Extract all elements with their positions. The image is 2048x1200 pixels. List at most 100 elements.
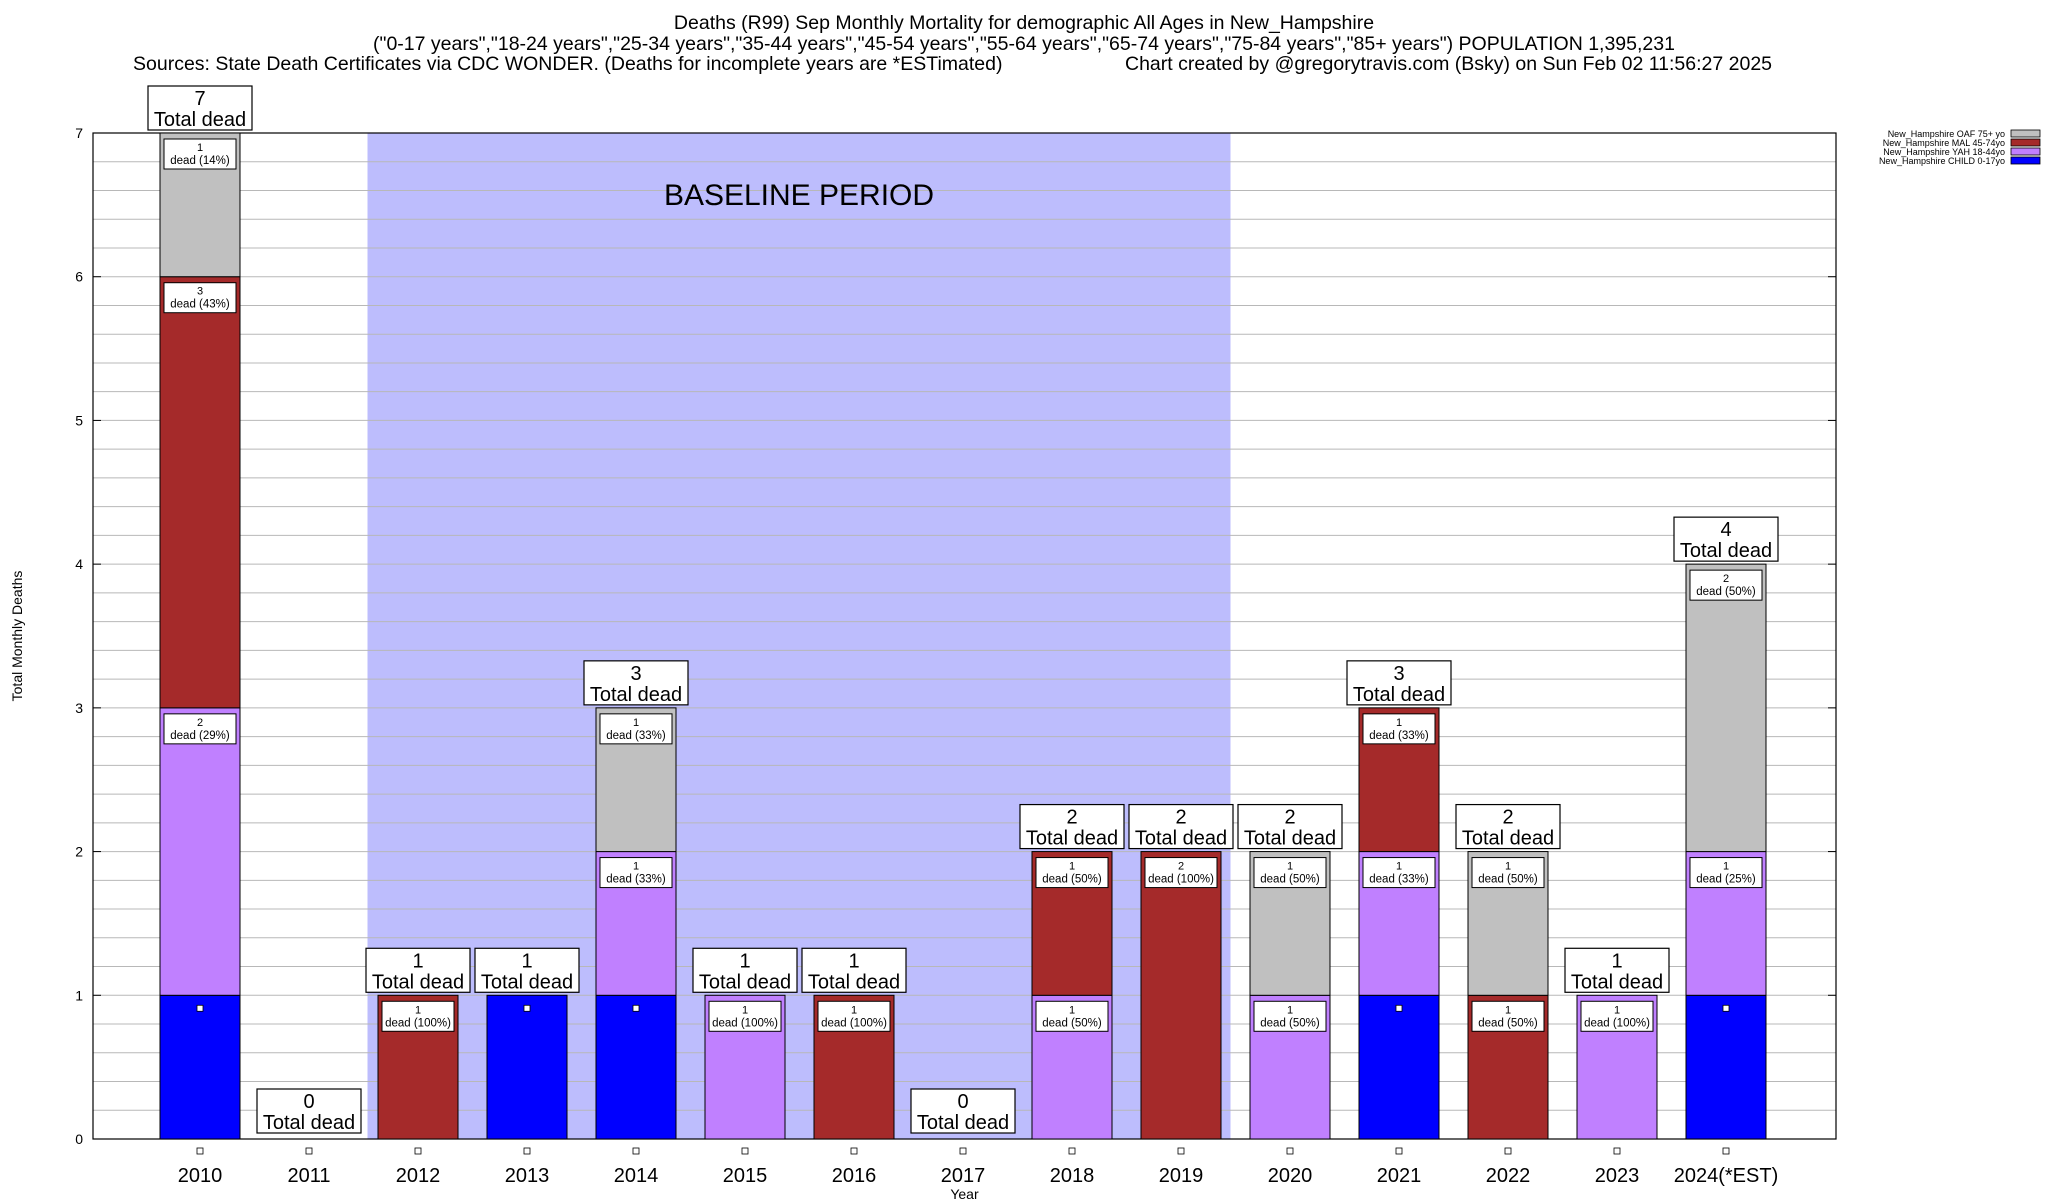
legend-swatch — [2010, 147, 2041, 156]
total-count-label: 1 — [1611, 950, 1622, 972]
segment-count-label: 2 — [197, 717, 203, 729]
y-tick-label: 4 — [75, 556, 83, 572]
total-dead-label: Total dead — [481, 971, 573, 993]
segment-percent-label: dead (50%) — [1260, 874, 1320, 886]
segment-percent-label: dead (100%) — [712, 1017, 778, 1029]
total-count-label: 2 — [1502, 807, 1513, 829]
segment-count-label: 1 — [851, 1004, 857, 1016]
x-marker — [414, 1147, 422, 1155]
total-dead-label: Total dead — [1462, 828, 1554, 850]
total-dead-label: Total dead — [1680, 540, 1772, 562]
total-label-box — [365, 947, 471, 993]
total-label-box — [1128, 803, 1234, 850]
total-label-box — [1673, 516, 1779, 562]
segment-label-box — [1362, 857, 1436, 889]
total-label-box — [147, 85, 253, 131]
total-dead-label: Total dead — [590, 684, 682, 706]
x-tick-label: 2012 — [396, 1165, 441, 1187]
segment-label-box — [708, 1000, 782, 1032]
segment-label-box — [817, 1000, 891, 1032]
legend-entry-label: New_Hampshire OAF 75+ yo — [1888, 129, 2005, 139]
total-count-label: 1 — [521, 950, 532, 972]
y-tick-label: 2 — [75, 844, 83, 860]
total-label-box — [1237, 803, 1343, 850]
segment-label-box — [163, 713, 237, 745]
x-tick-label: 2017 — [941, 1165, 986, 1187]
segment-label-box — [163, 138, 237, 170]
x-marker — [1177, 1147, 1185, 1155]
total-dead-label: Total dead — [1026, 828, 1118, 850]
segment-percent-label: dead (14%) — [170, 155, 230, 167]
x-marker — [1504, 1147, 1512, 1155]
segment-marker — [1722, 1004, 1730, 1012]
segment-label-box — [1580, 1000, 1654, 1032]
segment-count-label: 2 — [1723, 573, 1729, 585]
y-tick-label: 3 — [75, 700, 83, 716]
segment-label-box — [163, 282, 237, 314]
segment-count-label: 1 — [633, 717, 639, 729]
segment-label-box — [599, 857, 673, 889]
y-axis-label: Total Monthly Deaths — [9, 571, 25, 702]
segment-count-label: 1 — [1287, 1004, 1293, 1016]
total-count-label: 0 — [957, 1091, 968, 1113]
segment-count-label: 1 — [1287, 861, 1293, 873]
segment-percent-label: dead (100%) — [821, 1017, 887, 1029]
bar-segment — [159, 276, 241, 709]
bar-segment — [486, 994, 568, 1140]
segment-percent-label: dead (50%) — [1260, 1017, 1320, 1029]
segment-percent-label: dead (50%) — [1042, 1017, 1102, 1029]
x-tick-label: 2015 — [723, 1165, 768, 1187]
x-marker — [305, 1147, 313, 1155]
total-count-label: 7 — [194, 88, 205, 110]
segment-label-box — [1253, 1000, 1327, 1032]
y-tick-label: 7 — [75, 125, 83, 141]
total-dead-label: Total dead — [1353, 684, 1445, 706]
total-count-label: 1 — [848, 950, 859, 972]
x-tick-label: 2011 — [287, 1165, 330, 1187]
legend-entry-label: New_Hampshire MAL 45-74yo — [1883, 138, 2005, 148]
segment-percent-label: dead (100%) — [1148, 874, 1214, 886]
segment-label-box — [1362, 713, 1436, 745]
total-dead-label: Total dead — [263, 1112, 355, 1134]
segment-label-box — [1035, 1000, 1109, 1032]
x-marker — [1286, 1147, 1294, 1155]
total-dead-label: Total dead — [1135, 828, 1227, 850]
total-dead-label: Total dead — [154, 109, 246, 131]
total-dead-label: Total dead — [1571, 971, 1663, 993]
total-dead-label: Total dead — [1244, 828, 1336, 850]
legend-entry-label: New_Hampshire CHILD 0-17yo — [1879, 156, 2005, 166]
segment-percent-label: dead (33%) — [1369, 730, 1429, 742]
y-tick-label: 5 — [75, 412, 83, 428]
legend-entry-label: New_Hampshire YAH 18-44yo — [1883, 147, 2005, 157]
segment-marker — [523, 1004, 531, 1012]
segment-marker — [1395, 1004, 1403, 1012]
segment-count-label: 2 — [1178, 861, 1184, 873]
x-tick-label: 2023 — [1595, 1165, 1640, 1187]
bar-segment — [1358, 994, 1440, 1140]
legend-swatch — [2010, 156, 2041, 165]
total-count-label: 2 — [1066, 807, 1077, 829]
total-count-label: 1 — [739, 950, 750, 972]
x-marker — [196, 1147, 204, 1155]
segment-percent-label: dead (33%) — [606, 730, 666, 742]
total-count-label: 4 — [1720, 519, 1731, 541]
total-count-label: 2 — [1175, 807, 1186, 829]
segment-count-label: 1 — [1069, 1004, 1075, 1016]
x-marker — [523, 1147, 531, 1155]
segment-label-box — [1471, 857, 1545, 889]
segment-percent-label: dead (50%) — [1478, 1017, 1538, 1029]
bar-segment — [1685, 563, 1767, 853]
legend-swatch — [2010, 129, 2041, 138]
bar-segment — [595, 994, 677, 1140]
total-count-label: 0 — [303, 1091, 314, 1113]
segment-percent-label: dead (33%) — [606, 874, 666, 886]
segment-count-label: 1 — [633, 861, 639, 873]
y-tick-label: 0 — [75, 1131, 83, 1147]
total-label-box — [801, 947, 907, 993]
segment-marker — [196, 1004, 204, 1012]
segment-count-label: 3 — [197, 286, 203, 298]
x-marker — [1613, 1147, 1621, 1155]
total-dead-label: Total dead — [917, 1112, 1009, 1134]
chart-subtitle: ("0-17 years","18-24 years","25-34 years… — [373, 33, 1675, 55]
total-count-label: 3 — [1393, 663, 1404, 685]
